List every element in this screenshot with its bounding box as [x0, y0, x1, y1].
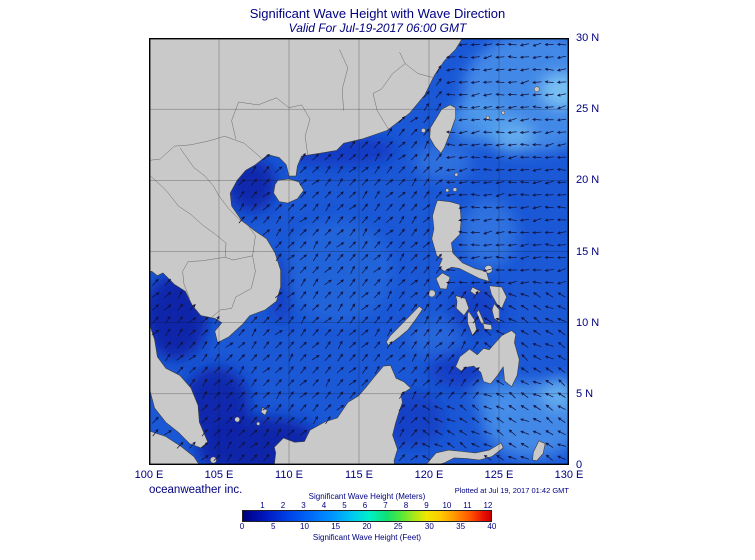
colorbar-feet-tick: 20 [362, 522, 372, 531]
colorbar-feet-tick: 10 [300, 522, 309, 531]
lon-tick-label: 120 E [414, 469, 444, 481]
lon-tick-label: 110 E [275, 469, 303, 481]
colorbar-meters-tick: 2 [280, 501, 286, 510]
colorbar-feet-tick: 5 [270, 522, 276, 531]
lat-tick-label: 5 N [576, 387, 594, 400]
lat-tick-label: 25 N [576, 103, 600, 116]
colorbar-feet-label: Significant Wave Height (Feet) [312, 533, 422, 542]
colorbar-meters-tick: 8 [403, 501, 409, 510]
colorbar-meters-tick: 10 [442, 501, 452, 510]
lon-tick-label: 130 E [554, 469, 584, 481]
colorbar-feet-tick: 30 [424, 522, 434, 531]
plotted-at-text: Plotted at Jul 19, 2017 01:42 GMT [454, 486, 569, 495]
wave-height-map [149, 38, 569, 465]
colorbar-meters-ticks: 1 2 3 4 5 6 7 8 9 10 11 12 [242, 501, 493, 510]
colorbar-feet-ticks: 0 5 10 15 20 25 30 35 40 [239, 522, 497, 531]
page-title: Significant Wave Height with Wave Direct… [249, 6, 506, 21]
colorbar-feet-tick: 40 [487, 522, 497, 531]
lat-tick-label: 30 N [576, 32, 600, 44]
lon-tick-label: 100 E [134, 469, 164, 481]
lon-tick-label: 105 E [204, 469, 234, 481]
lat-tick-label: 10 N [576, 316, 600, 329]
colorbar-meters-tick: 11 [463, 501, 472, 510]
lat-tick-label: 0 [576, 459, 583, 471]
colorbar-feet-tick: 15 [331, 522, 341, 531]
colorbar-meters-tick: 9 [424, 501, 429, 510]
colorbar-meters-tick: 1 [260, 501, 265, 510]
colorbar-meters-tick: 6 [362, 501, 368, 510]
colorbar-feet-tick: 35 [456, 522, 466, 531]
lat-tick-label: 15 N [576, 245, 600, 258]
colorbar-meters-tick: 4 [321, 501, 327, 510]
lon-tick-label: 115 E [345, 469, 373, 481]
colorbar-meters-tick: 3 [301, 501, 306, 510]
map-svg [149, 38, 569, 465]
colorbar-meters-label: Significant Wave Height (Meters) [308, 492, 426, 501]
colorbar-meters-tick: 7 [383, 501, 388, 510]
colorbar-feet-tick: 0 [239, 522, 245, 531]
valid-time-subtitle: Valid For Jul-19-2017 06:00 GMT [288, 21, 467, 35]
credit-text: oceanweather inc. [149, 484, 243, 496]
colorbar-gradient-bar [242, 510, 492, 522]
lon-tick-label: 125 E [484, 469, 514, 481]
colorbar-meters-tick: 5 [342, 501, 347, 510]
lat-tick-label: 20 N [576, 174, 600, 187]
colorbar-meters-tick: 12 [483, 501, 493, 510]
colorbar-feet-tick: 25 [393, 522, 403, 531]
